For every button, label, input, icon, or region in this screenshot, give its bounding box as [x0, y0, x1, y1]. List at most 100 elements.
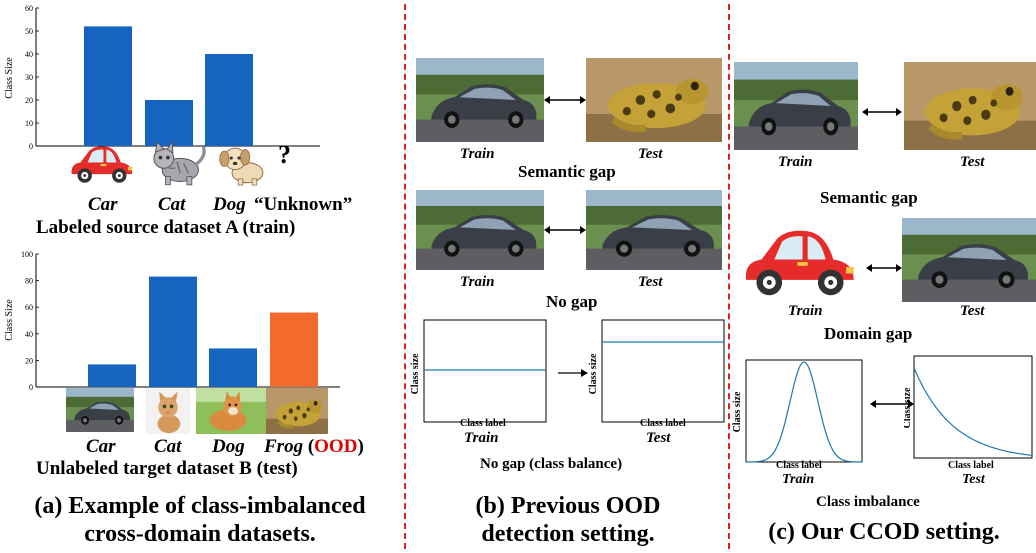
x-axis-label: Class label: [460, 418, 506, 429]
source-dataset-title: Labeled source dataset A (train): [36, 217, 296, 238]
frog-photo-test: [904, 62, 1036, 150]
caption-c-line1: (c) Our CCOD setting.: [768, 519, 1000, 545]
y-axis-label: Class size: [732, 391, 743, 432]
bar-frog: [270, 312, 318, 387]
bar-cat: [145, 100, 193, 146]
y-tick-label: 50: [25, 27, 33, 36]
label-train: Train: [788, 303, 823, 319]
train-distribution-chart: Class size: [732, 359, 863, 463]
no-gap-title: No gap: [546, 292, 598, 311]
frog-photo-thumbnail: [266, 388, 328, 434]
gaussian-curve: [746, 361, 862, 463]
y-axis-label: Class Size: [4, 57, 15, 99]
label-train: Train: [778, 154, 813, 170]
bar-car: [84, 26, 132, 146]
y-axis-label: Class size: [410, 353, 421, 394]
caption-a: (a) Example of class-imbalanced cross-do…: [0, 492, 400, 548]
ood-label: OOD: [314, 436, 358, 457]
label-frog: Frog: [264, 436, 304, 457]
train-balanced-distribution-chart: Class size: [410, 319, 547, 423]
semantic-gap-title: Semantic gap: [820, 188, 918, 207]
class-imbalance-title: Class imbalance: [816, 494, 920, 510]
target-dataset-title: Unlabeled target dataset B (test): [36, 458, 298, 479]
label-test: Test: [638, 146, 663, 162]
caption-a-line1: (a) Example of class-imbalanced: [34, 493, 366, 519]
divider-left: [404, 4, 406, 549]
exponential-decay-curve: [913, 367, 1033, 456]
car-photo-test: [902, 218, 1036, 302]
label-unknown: “Unknown”: [254, 194, 353, 215]
label-dog-bottom: Dog: [212, 436, 245, 457]
dog-photo-thumbnail: [196, 388, 266, 434]
double-arrow-icon: [544, 96, 586, 104]
y-axis-label: Class size: [588, 353, 599, 394]
source-class-size-chart: Class Size 0 10 20 30 40 50 60: [4, 4, 320, 150]
y-tick-label: 40: [25, 50, 33, 59]
bar-dog: [205, 54, 253, 146]
divider-right: [728, 4, 730, 549]
label-car-bottom: Car: [86, 436, 116, 457]
label-frog-ood: Frog (OOD): [264, 436, 364, 458]
label-train: Train: [782, 472, 815, 487]
no-gap-class-balance-title: No gap (class balance): [480, 456, 623, 472]
label-test: Test: [646, 430, 671, 446]
domain-gap-title: Domain gap: [824, 324, 913, 343]
toy-car-icon: [745, 230, 854, 296]
car-photo-train: [734, 62, 858, 150]
x-axis-label: Class label: [776, 460, 822, 471]
target-class-size-chart: Class Size 0 20 40 60 80 100: [4, 250, 340, 390]
double-arrow-icon: [862, 108, 902, 116]
panel-a: Class Size 0 10 20 30 40 50 60 ? Car Cat Dog “…: [0, 0, 400, 553]
label-dog-top: Dog: [213, 194, 246, 215]
bar-car: [88, 364, 136, 387]
test-balanced-distribution-chart: Class size: [588, 319, 725, 423]
caption-c: (c) Our CCOD setting.: [732, 518, 1036, 546]
label-cat-bottom: Cat: [154, 436, 182, 457]
y-tick-label: 100: [21, 250, 33, 259]
label-test: Test: [960, 154, 985, 170]
toy-cat-icon: [152, 140, 206, 187]
toy-car-icon: [71, 146, 133, 183]
caption-b-line1: (b) Previous OOD: [475, 493, 661, 519]
y-tick-label: 30: [25, 73, 33, 82]
label-test: Test: [638, 274, 663, 290]
semantic-gap-title: Semantic gap: [518, 162, 616, 181]
caption-a-line2: cross-domain datasets.: [84, 521, 316, 547]
ood-close-paren: ): [357, 436, 364, 457]
bar-cat: [149, 276, 197, 387]
y-tick-label: 60: [25, 4, 33, 13]
y-tick-label: 20: [25, 356, 33, 365]
toy-dog-icon: [219, 147, 264, 186]
double-arrow-icon: [544, 226, 586, 234]
arrow-icon: [558, 369, 588, 377]
y-tick-label: 20: [25, 96, 33, 105]
label-test: Test: [962, 472, 985, 487]
frog-photo-test: [586, 58, 722, 142]
label-test: Test: [960, 303, 985, 319]
caption-b-line2: detection setting.: [481, 521, 655, 547]
test-distribution-chart: Class size: [904, 355, 1033, 459]
label-train: Train: [464, 430, 499, 446]
caption-b: (b) Previous OOD detection setting.: [408, 492, 728, 548]
car-photo-test: [586, 190, 722, 270]
x-axis-label: Class label: [948, 460, 994, 471]
label-cat-top: Cat: [158, 194, 186, 215]
car-photo-train: [416, 58, 544, 142]
car-photo-thumbnail: [66, 388, 134, 432]
unknown-question-mark: ?: [278, 140, 291, 169]
panel-c: Train Test Semantic gap Train Test Domai…: [732, 0, 1036, 553]
x-axis-label: Class label: [640, 418, 686, 429]
y-tick-label: 10: [25, 119, 33, 128]
y-tick-label: 60: [25, 303, 33, 312]
label-train: Train: [460, 274, 495, 290]
panel-b: Train Test Semantic gap Train Test No ga…: [408, 0, 728, 553]
label-train: Train: [460, 146, 495, 162]
bar-dog: [209, 348, 257, 387]
double-arrow-icon: [870, 400, 914, 408]
y-tick-label: 0: [29, 142, 33, 150]
y-axis-label: Class Size: [4, 299, 15, 341]
cat-photo-thumbnail: [146, 388, 190, 434]
y-tick-label: 80: [25, 277, 33, 286]
car-photo-train: [416, 190, 544, 270]
y-axis-label: Class size: [904, 387, 913, 428]
